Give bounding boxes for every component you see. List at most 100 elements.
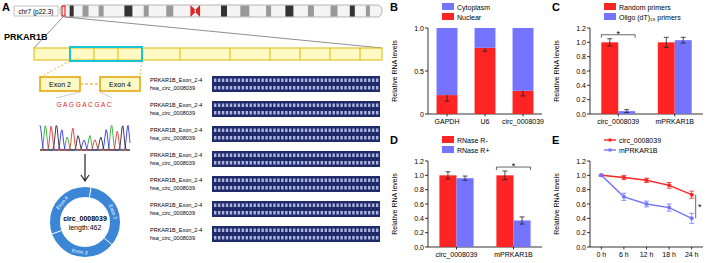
error-cap: [664, 47, 669, 48]
base: [376, 129, 378, 133]
guide-line: [40, 61, 70, 77]
band: [366, 6, 370, 17]
base: [234, 236, 236, 240]
base: [317, 104, 319, 108]
base: [321, 236, 323, 240]
legend-label: Nuclear: [457, 14, 482, 21]
base: [313, 211, 315, 215]
base: [257, 136, 259, 140]
base: [214, 154, 216, 158]
base: [273, 179, 275, 183]
base: [281, 79, 283, 83]
base: [348, 204, 350, 208]
error-cap: [621, 193, 626, 194]
base: [269, 104, 271, 108]
base: [218, 229, 220, 233]
panel-label: C: [552, 1, 560, 13]
base: [336, 204, 338, 208]
base: [360, 129, 362, 133]
legend-swatch: [442, 3, 454, 10]
alignment-block: [212, 151, 380, 167]
base: [313, 79, 315, 83]
base: [364, 186, 366, 190]
base: [336, 129, 338, 133]
base: [344, 229, 346, 233]
legend-swatch: [604, 3, 616, 10]
error-cap: [667, 204, 672, 205]
base: [333, 229, 335, 233]
base: [289, 136, 291, 140]
base: [281, 161, 283, 165]
base: [254, 104, 256, 108]
base: [281, 129, 283, 133]
base: [234, 161, 236, 165]
alignment-label: PRKAR1B_Exon_2-4: [150, 102, 202, 108]
base: [285, 136, 287, 140]
base: [281, 111, 283, 115]
chromatogram-trace: [40, 126, 130, 150]
base: [222, 229, 224, 233]
base: [376, 86, 378, 90]
base: [242, 104, 244, 108]
base: [226, 211, 228, 215]
base: [360, 154, 362, 158]
base: [325, 186, 327, 190]
base: [340, 236, 342, 240]
base: [368, 179, 370, 183]
base: [309, 229, 311, 233]
base: [321, 204, 323, 208]
base: [372, 79, 374, 83]
error-bar: [609, 39, 610, 46]
base: [226, 179, 228, 183]
bar: [437, 28, 458, 95]
exon-box: [40, 77, 80, 91]
chart-panel: CRelative RNA levels0.00.20.40.60.81.01.…: [552, 1, 703, 126]
band: [166, 6, 173, 17]
base: [368, 211, 370, 215]
base: [376, 229, 378, 233]
base: [238, 161, 240, 165]
base: [273, 136, 275, 140]
base: [238, 79, 240, 83]
error-cap: [681, 37, 686, 38]
base: [333, 111, 335, 115]
base: [257, 111, 259, 115]
base: [329, 186, 331, 190]
error-bar: [465, 176, 466, 180]
y-tick: [587, 232, 590, 233]
base: [352, 204, 354, 208]
band: [144, 6, 149, 17]
error-cap: [689, 198, 694, 199]
x-tick-label: mPRKAR1B: [494, 251, 533, 258]
base: [289, 186, 291, 190]
chromatogram-base: [40, 150, 130, 151]
y-tick-label: 1.0: [576, 172, 586, 179]
base: [230, 86, 232, 90]
base: [261, 229, 263, 233]
base: [289, 229, 291, 233]
base: [301, 204, 303, 208]
line: [601, 175, 691, 194]
base: [242, 154, 244, 158]
base: [222, 104, 224, 108]
base: [289, 211, 291, 215]
base: [230, 104, 232, 108]
base: [269, 179, 271, 183]
base: [364, 204, 366, 208]
base: [360, 186, 362, 190]
base: [329, 211, 331, 215]
base: [285, 236, 287, 240]
base: [321, 79, 323, 83]
base: [277, 129, 279, 133]
base: [336, 86, 338, 90]
base: [372, 236, 374, 240]
base: [257, 154, 259, 158]
base: [226, 79, 228, 83]
y-tick: [587, 189, 590, 190]
band: [70, 6, 74, 17]
base: [352, 154, 354, 158]
base: [301, 186, 303, 190]
marks: [601, 37, 691, 114]
base: [317, 129, 319, 133]
y-tick: [587, 114, 590, 115]
